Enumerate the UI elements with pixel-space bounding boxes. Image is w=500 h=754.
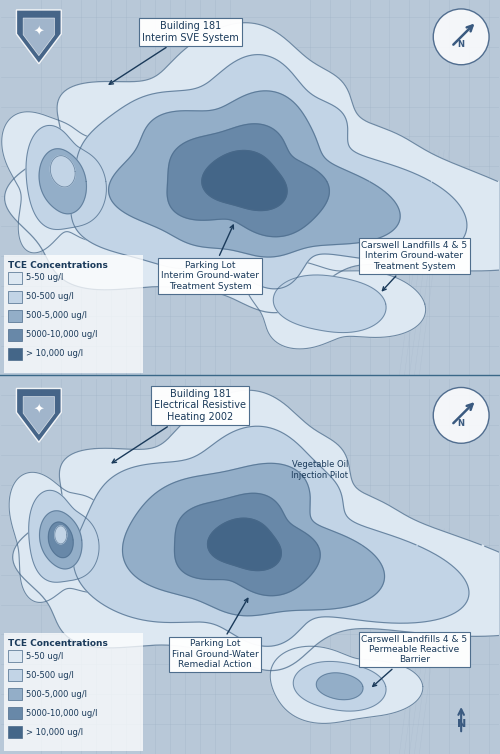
Polygon shape — [23, 397, 54, 434]
Text: TCE Concentrations: TCE Concentrations — [8, 261, 108, 270]
Text: N: N — [458, 418, 464, 428]
Polygon shape — [9, 472, 120, 602]
Polygon shape — [294, 661, 386, 711]
FancyBboxPatch shape — [4, 255, 143, 372]
Polygon shape — [12, 390, 500, 670]
Text: 500-5,000 ug/l: 500-5,000 ug/l — [26, 311, 87, 320]
Circle shape — [434, 388, 489, 443]
Polygon shape — [16, 388, 62, 443]
Text: 5000-10,000 ug/l: 5000-10,000 ug/l — [26, 330, 98, 339]
Polygon shape — [48, 522, 73, 558]
FancyBboxPatch shape — [8, 348, 22, 360]
Text: TCE Concentrations: TCE Concentrations — [8, 639, 108, 648]
Polygon shape — [316, 673, 363, 700]
Text: Carswell Landfills 4 & 5
Interim Ground-water
Treatment System: Carswell Landfills 4 & 5 Interim Ground-… — [362, 241, 468, 290]
Polygon shape — [71, 54, 467, 289]
Text: > 10,000 ug/l: > 10,000 ug/l — [26, 349, 83, 358]
FancyBboxPatch shape — [4, 633, 143, 751]
Text: 5000-10,000 ug/l: 5000-10,000 ug/l — [26, 709, 98, 718]
Text: 50-500 ug/l: 50-500 ug/l — [26, 293, 74, 302]
Text: 50-500 ug/l: 50-500 ug/l — [26, 671, 74, 680]
Polygon shape — [55, 526, 66, 544]
Polygon shape — [28, 490, 99, 582]
Text: Carswell Landfills 4 & 5
Permeable Reactive
Barrier: Carswell Landfills 4 & 5 Permeable React… — [362, 635, 468, 686]
FancyBboxPatch shape — [8, 272, 22, 284]
FancyBboxPatch shape — [8, 707, 22, 719]
Text: ✦: ✦ — [34, 404, 44, 417]
Text: Parking Lot
Final Ground-Water
Remedial Action: Parking Lot Final Ground-Water Remedial … — [172, 599, 258, 670]
Text: Parking Lot
Interim Ground-water
Treatment System: Parking Lot Interim Ground-water Treatme… — [161, 225, 259, 291]
Polygon shape — [246, 259, 426, 349]
Polygon shape — [122, 463, 384, 616]
Polygon shape — [174, 493, 320, 596]
Polygon shape — [270, 646, 423, 723]
Text: Building 181
Electrical Resistive
Heating 2002: Building 181 Electrical Resistive Heatin… — [112, 389, 246, 463]
Polygon shape — [2, 112, 129, 253]
Polygon shape — [73, 426, 469, 646]
Polygon shape — [40, 510, 82, 569]
Polygon shape — [202, 151, 287, 210]
Text: Building 181
Interim SVE System: Building 181 Interim SVE System — [109, 21, 238, 84]
Polygon shape — [108, 91, 400, 257]
Text: 5-50 ug/l: 5-50 ug/l — [26, 652, 64, 661]
FancyBboxPatch shape — [8, 329, 22, 341]
Text: N: N — [458, 40, 464, 49]
Polygon shape — [4, 23, 500, 313]
Polygon shape — [274, 275, 386, 333]
FancyBboxPatch shape — [8, 670, 22, 682]
Polygon shape — [39, 149, 86, 214]
Polygon shape — [23, 18, 54, 56]
FancyBboxPatch shape — [8, 688, 22, 700]
Text: 5-50 ug/l: 5-50 ug/l — [26, 274, 64, 283]
FancyBboxPatch shape — [8, 726, 22, 738]
Text: N: N — [456, 719, 466, 729]
Polygon shape — [50, 155, 75, 187]
Text: Vegetable Oil
Injection Pilot: Vegetable Oil Injection Pilot — [291, 461, 348, 480]
Polygon shape — [167, 124, 330, 237]
FancyBboxPatch shape — [8, 651, 22, 662]
Polygon shape — [208, 518, 282, 571]
FancyBboxPatch shape — [8, 291, 22, 303]
FancyBboxPatch shape — [8, 310, 22, 322]
Text: ✦: ✦ — [34, 26, 44, 38]
Text: 500-5,000 ug/l: 500-5,000 ug/l — [26, 690, 87, 699]
Circle shape — [434, 9, 489, 65]
Polygon shape — [16, 10, 62, 64]
Text: > 10,000 ug/l: > 10,000 ug/l — [26, 728, 83, 737]
Polygon shape — [26, 125, 106, 229]
